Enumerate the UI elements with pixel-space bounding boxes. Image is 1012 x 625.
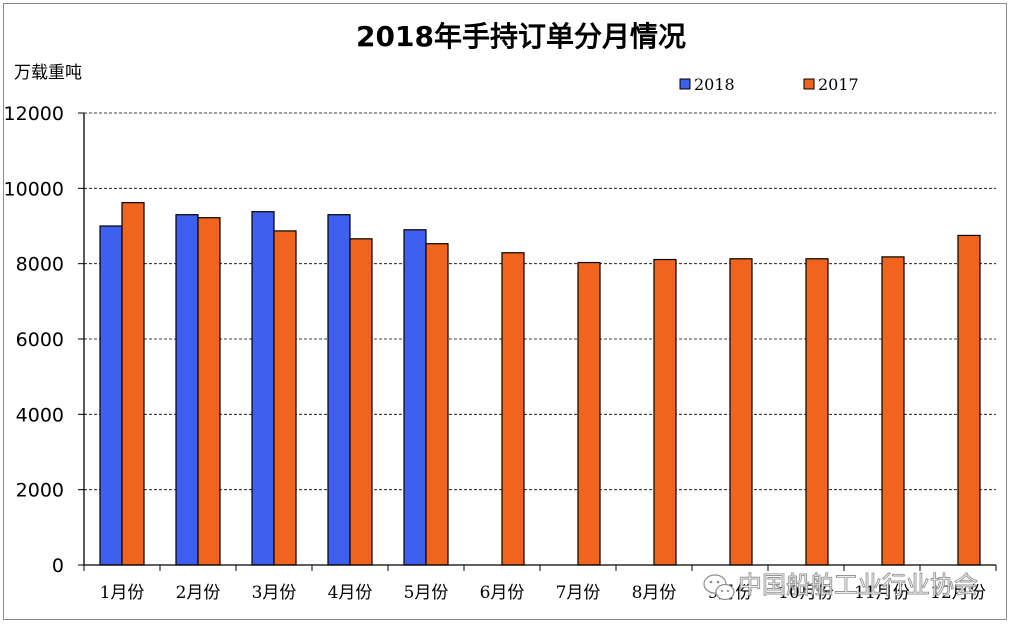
bar-2017-3 xyxy=(273,230,297,566)
bar-2017-12 xyxy=(957,234,981,566)
x-tick-label: 8月份 xyxy=(632,583,677,603)
chart-frame xyxy=(3,3,1007,620)
y-tick-label: 6000 xyxy=(16,329,64,351)
x-tick-label: 11月份 xyxy=(854,583,910,603)
bar-2017-4 xyxy=(349,238,373,566)
y-axis-label: 万载重吨 xyxy=(14,63,82,83)
bar-2018-2 xyxy=(175,214,199,566)
y-tick-label: 8000 xyxy=(16,254,64,276)
bar-2018-4 xyxy=(327,214,351,566)
bar-2017-2 xyxy=(197,217,221,566)
x-tick-label: 1月份 xyxy=(100,583,145,603)
x-tick-label: 6月份 xyxy=(480,583,525,603)
axes xyxy=(78,112,997,571)
bar-2017-7 xyxy=(577,261,601,566)
watermark: 中国船舶工业行业协会 xyxy=(703,571,978,601)
y-tick-labels: 0 2000 4000 6000 8000 10000 12000 xyxy=(4,103,64,577)
x-tick-label: 4月份 xyxy=(328,583,373,603)
bar-2018-5 xyxy=(403,229,427,566)
x-tick-label: 2月份 xyxy=(176,583,221,603)
y-tick-label: 12000 xyxy=(4,103,64,125)
bar-2017-5 xyxy=(425,243,449,566)
y-tick-label: 10000 xyxy=(4,178,64,200)
gridlines xyxy=(84,112,996,491)
x-tick-label: 5月份 xyxy=(404,583,449,603)
bar-2017-10 xyxy=(805,258,829,566)
y-tick-label: 2000 xyxy=(16,480,64,502)
watermark-text: 中国船舶工业行业协会 xyxy=(738,571,978,599)
bar-2017-1 xyxy=(121,202,145,566)
x-tick-label: 7月份 xyxy=(556,583,601,603)
bar-2017-11 xyxy=(881,256,905,566)
legend-swatch-2017 xyxy=(803,78,815,90)
bar-2018-1 xyxy=(99,225,123,566)
wechat-icon xyxy=(703,574,735,601)
x-tick-label: 3月份 xyxy=(252,583,297,603)
x-tick-labels: 1月份2月份3月份4月份5月份6月份7月份8月份9月份10月份11月份12月份 xyxy=(100,583,986,603)
chart-title: 2018年手持订单分月情况 xyxy=(356,20,686,53)
bars xyxy=(99,202,981,566)
y-tick-label: 0 xyxy=(52,555,64,577)
legend-label-2017: 2017 xyxy=(818,75,859,94)
x-tick-label: 12月份 xyxy=(930,583,986,603)
bar-2017-8 xyxy=(653,258,677,566)
legend: 2018 2017 xyxy=(679,75,859,94)
legend-swatch-2018 xyxy=(679,78,691,90)
x-tick-label: 10月份 xyxy=(778,583,834,603)
bar-2017-9 xyxy=(729,258,753,566)
legend-label-2018: 2018 xyxy=(694,75,735,94)
y-tick-label: 4000 xyxy=(16,404,64,426)
bar-2017-6 xyxy=(501,252,525,566)
bar-2018-3 xyxy=(251,211,275,566)
